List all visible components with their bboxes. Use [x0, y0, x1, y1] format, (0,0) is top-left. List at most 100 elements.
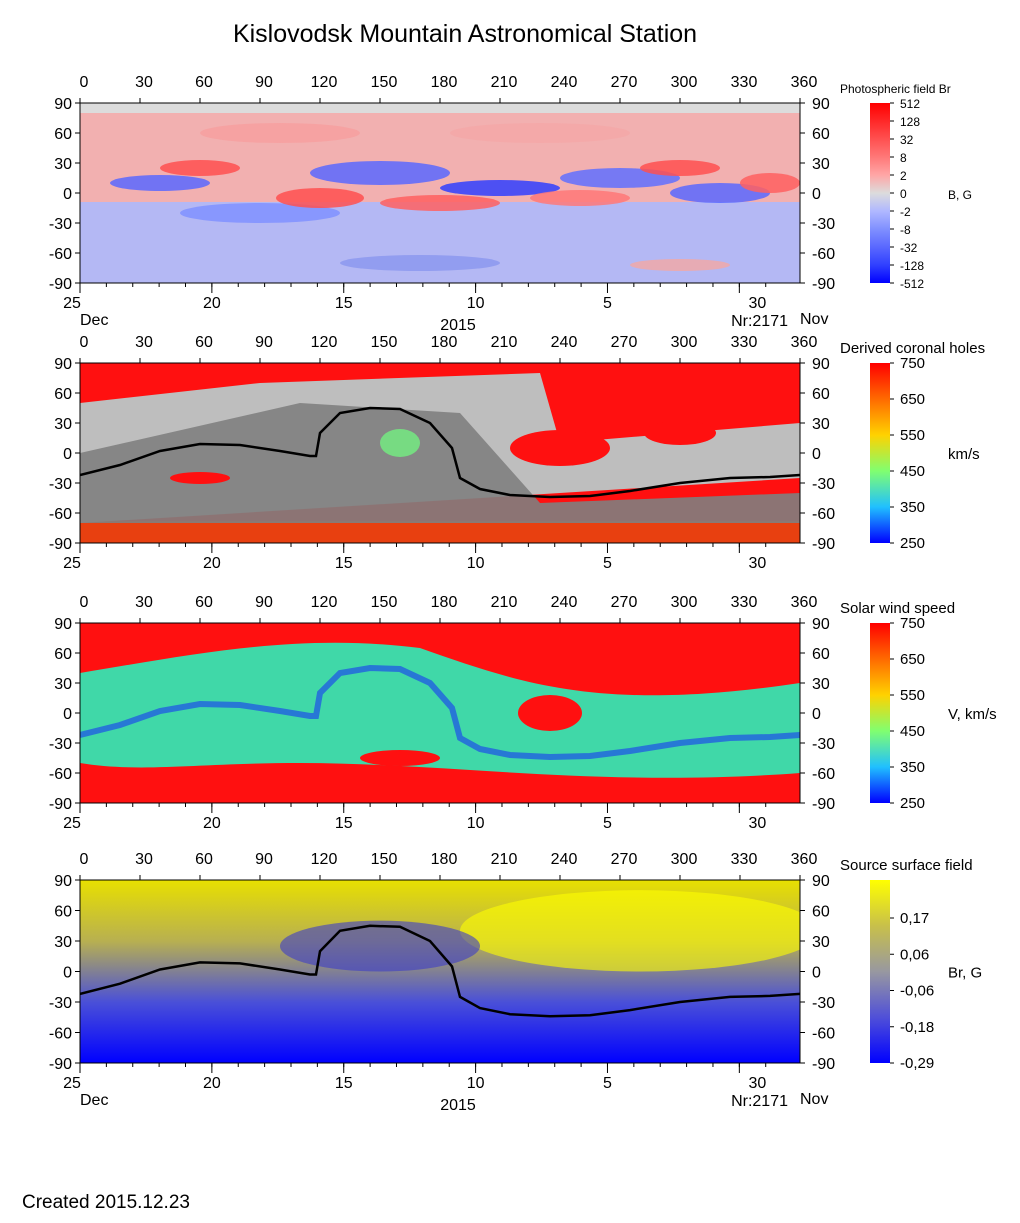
- coronal-hole: [644, 421, 716, 445]
- longitude-label: 300: [671, 851, 698, 868]
- longitude-label: 30: [135, 334, 153, 351]
- field-region: [440, 180, 560, 196]
- colorbar-label: 0,06: [900, 946, 929, 963]
- latitude-label: 0: [63, 446, 72, 463]
- colorbar-unit: V, km/s: [948, 706, 997, 723]
- latitude-label: 60: [54, 386, 72, 403]
- longitude-label: 120: [311, 334, 338, 351]
- latitude-label: -60: [812, 766, 835, 783]
- field-region: [160, 160, 240, 176]
- colorbar-label: 0,17: [900, 910, 929, 927]
- date-label: 20: [203, 1075, 221, 1092]
- longitude-label: 240: [551, 594, 578, 611]
- month-label-left: Dec: [80, 1092, 108, 1109]
- colorbar-label: 750: [900, 615, 925, 632]
- colorbar-label: 450: [900, 463, 925, 480]
- closed-field-core: [80, 403, 800, 523]
- longitude-label: 240: [551, 74, 578, 91]
- year-label: 2015: [440, 317, 476, 334]
- longitude-label: 360: [791, 594, 818, 611]
- rotation-label: Nr:2171: [731, 313, 788, 330]
- colorbar-label: 512: [900, 97, 920, 111]
- field-region: [630, 259, 730, 271]
- date-label: 10: [467, 815, 485, 832]
- longitude-label: 300: [671, 74, 698, 91]
- latitude-label: 30: [812, 676, 830, 693]
- latitude-label: -30: [49, 736, 72, 753]
- longitude-label: 180: [431, 334, 458, 351]
- latitude-label: 0: [63, 186, 72, 203]
- longitude-label: 0: [80, 334, 89, 351]
- latitude-label: 90: [812, 616, 830, 633]
- map-area: [80, 880, 800, 1063]
- month-label-right: Nov: [800, 1091, 828, 1108]
- slow-wind-belt: [80, 642, 800, 778]
- colorbar-label: 350: [900, 499, 925, 516]
- colorbar: [870, 880, 890, 1063]
- longitude-label: 360: [791, 74, 818, 91]
- date-label: 5: [603, 555, 612, 572]
- longitude-label: 0: [80, 594, 89, 611]
- longitude-label: 60: [195, 74, 213, 91]
- latitude-label: -30: [812, 995, 835, 1012]
- map-area: [80, 623, 800, 803]
- colorbar-label: -0,29: [900, 1055, 934, 1072]
- longitude-label: 30: [135, 74, 153, 91]
- latitude-label: 90: [812, 96, 830, 113]
- colorbar-label: -32: [900, 241, 918, 255]
- longitude-label: 150: [371, 851, 398, 868]
- coronal-hole: [170, 472, 230, 484]
- latitude-label: -60: [49, 246, 72, 263]
- date-label: 5: [603, 1075, 612, 1092]
- colorbar-label: 450: [900, 723, 925, 740]
- fast-wind-region: [360, 750, 440, 766]
- map-area: [80, 103, 800, 283]
- latitude-label: 90: [54, 96, 72, 113]
- date-label: 15: [335, 1075, 353, 1092]
- latitude-label: 30: [812, 934, 830, 951]
- latitude-label: 90: [812, 356, 830, 373]
- longitude-label: 60: [195, 851, 213, 868]
- date-label: 30: [748, 555, 766, 572]
- colorbar-label: 650: [900, 391, 925, 408]
- latitude-label: -30: [812, 476, 835, 493]
- longitude-label: 240: [551, 851, 578, 868]
- colorbar-label: 8: [900, 151, 907, 165]
- date-label: 25: [63, 295, 81, 312]
- date-label: 15: [335, 295, 353, 312]
- longitude-label: 30: [135, 851, 153, 868]
- figure-title: Kislovodsk Mountain Astronomical Station: [232, 20, 698, 48]
- positive-field-region: [460, 890, 800, 972]
- colorbar-label: 32: [900, 133, 914, 147]
- latitude-label: 60: [812, 386, 830, 403]
- latitude-label: 90: [54, 616, 72, 633]
- latitude-label: -30: [812, 216, 835, 233]
- longitude-label: 330: [731, 334, 758, 351]
- colorbar-label: 2: [900, 169, 907, 183]
- date-label: 5: [603, 295, 612, 312]
- longitude-label: 90: [255, 851, 273, 868]
- latitude-label: 60: [812, 646, 830, 663]
- field-region: [450, 123, 630, 143]
- longitude-label: 360: [791, 851, 818, 868]
- latitude-label: -90: [49, 276, 72, 293]
- coronal-hole-edge: [380, 429, 420, 457]
- colorbar-label: -2: [900, 205, 911, 219]
- latitude-label: 30: [54, 676, 72, 693]
- latitude-label: -30: [49, 995, 72, 1012]
- latitude-label: 60: [54, 646, 72, 663]
- latitude-label: -90: [49, 796, 72, 813]
- longitude-label: 150: [371, 334, 398, 351]
- latitude-label: -90: [49, 1056, 72, 1073]
- longitude-label: 210: [491, 851, 518, 868]
- date-label: 10: [467, 1075, 485, 1092]
- latitude-label: 30: [812, 156, 830, 173]
- latitude-label: 90: [54, 873, 72, 890]
- date-label: 10: [467, 295, 485, 312]
- colorbar-label: 0: [900, 187, 907, 201]
- latitude-label: 90: [54, 356, 72, 373]
- date-label: 20: [203, 555, 221, 572]
- longitude-label: 210: [491, 594, 518, 611]
